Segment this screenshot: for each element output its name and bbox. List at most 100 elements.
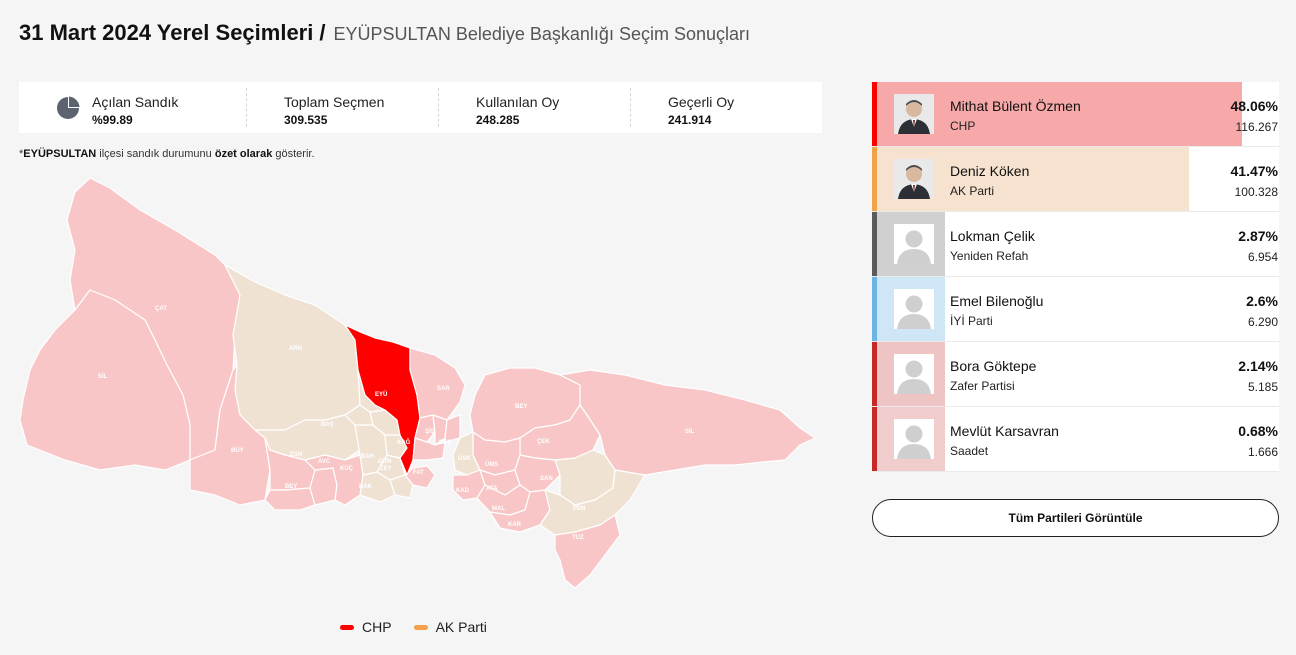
note-suffix: gösterir. — [272, 148, 315, 160]
district-kag[interactable] — [414, 414, 436, 443]
stat-opened-boxes: Açılan Sandık %99.89 — [19, 82, 246, 133]
candidate-votes: 6.290 — [1247, 315, 1278, 329]
person-placeholder-icon — [894, 289, 934, 329]
candidate-percentage: 41.47% — [1230, 163, 1278, 179]
district-label-tuz: TUZ — [572, 535, 584, 541]
candidate-party: Saadet — [950, 444, 989, 458]
district-label-kag: KAĞ — [397, 438, 411, 446]
district-pen[interactable] — [539, 469, 646, 536]
district-bey-w[interactable] — [264, 487, 316, 511]
district-label-buy: BÜY — [231, 447, 244, 454]
note-emphasis: özet olarak — [214, 148, 273, 160]
district-bes[interactable] — [444, 414, 461, 443]
election-title: 31 Mart 2024 Yerel Seçimleri — [19, 20, 314, 45]
district-label-bas: BAŞ — [321, 422, 334, 428]
party-color-stripe — [872, 277, 877, 341]
candidate-photo — [894, 159, 934, 199]
district-tuz[interactable] — [554, 514, 621, 589]
candidate-party: Yeniden Refah — [950, 249, 1029, 263]
candidate-row[interactable]: Mithat Bülent Özmen CHP 48.06% 116.267 — [872, 82, 1279, 147]
party-color-stripe — [872, 82, 877, 146]
candidate-votes: 100.328 — [1234, 185, 1278, 199]
stat-votes-cast: Kullanılan Oy 248.285 — [438, 82, 630, 133]
district-label-bes: BEŞ — [439, 440, 451, 446]
stat-label: Toplam Seçmen — [284, 94, 385, 110]
candidate-name: Mithat Bülent Özmen — [950, 98, 1081, 114]
candidate-votes: 116.267 — [1235, 120, 1279, 134]
district-label-ata: ATA — [486, 486, 498, 492]
candidate-results: Mithat Bülent Özmen CHP 48.06% 116.267 D… — [872, 82, 1279, 472]
district-label-sar: SAR — [437, 386, 450, 392]
title-separator: / — [319, 20, 326, 45]
candidate-row[interactable]: Mevlüt Karsavran Saadet 0.68% 1.666 — [872, 407, 1279, 472]
district-label-pen: PEN — [573, 506, 585, 512]
pie-chart-icon — [57, 96, 80, 119]
district-label-cek: ÇEK — [537, 439, 550, 445]
party-color-stripe — [872, 147, 877, 211]
candidate-row[interactable]: Lokman Çelik Yeniden Refah 2.87% 6.954 — [872, 212, 1279, 277]
district-label-kuc: KÜÇ — [340, 465, 354, 472]
person-placeholder-icon — [894, 354, 934, 394]
view-all-parties-button[interactable]: Tüm Partileri Görüntüle — [872, 499, 1279, 537]
district-sis[interactable] — [432, 414, 448, 446]
note-district: EYÜPSULTAN — [23, 148, 97, 160]
district-label-esn: ESN — [290, 452, 302, 458]
district-zey[interactable] — [389, 474, 414, 499]
district-label-fat: FAT — [413, 470, 424, 476]
district-sil-w[interactable] — [19, 289, 191, 471]
district-label-sil-e: SİL — [685, 428, 695, 435]
election-subtitle: EYÜPSULTAN Belediye Başkanlığı Seçim Son… — [333, 24, 750, 44]
map-legend: CHP AK Parti — [340, 619, 487, 635]
person-placeholder-icon — [894, 419, 934, 459]
district-gun[interactable] — [376, 454, 406, 481]
stat-value: 309.535 — [284, 113, 328, 127]
district-label-avc: AVC — [318, 459, 331, 465]
candidate-row[interactable]: Bora Göktepe Zafer Partisi 2.14% 5.185 — [872, 342, 1279, 407]
district-label-mal: MAL — [492, 506, 505, 512]
stats-bar: Açılan Sandık %99.89 Toplam Seçmen 309.5… — [19, 82, 822, 133]
district-avc[interactable] — [309, 467, 338, 506]
candidate-row[interactable]: Deniz Köken AK Parti 41.47% 100.328 — [872, 147, 1279, 212]
party-color-stripe — [872, 212, 877, 276]
legend-swatch — [413, 624, 428, 630]
district-label-bak: BAK — [359, 484, 373, 490]
candidate-votes: 6.954 — [1247, 250, 1278, 264]
candidate-party: İYİ Parti — [950, 314, 993, 328]
ballot-box-note: *EYÜPSULTAN ilçesi sandık durumunu özet … — [19, 148, 315, 160]
district-sar[interactable] — [409, 347, 466, 421]
district-fat[interactable] — [404, 465, 436, 489]
district-label-eyu: EYÜ — [375, 391, 387, 398]
candidate-row[interactable]: Emel Bilenoğlu İYİ Parti 2.6% 6.290 — [872, 277, 1279, 342]
candidate-photo — [894, 94, 934, 134]
district-eyu[interactable] — [344, 324, 421, 476]
page-title: 31 Mart 2024 Yerel Seçimleri / EYÜPSULTA… — [19, 20, 750, 48]
stat-total-voters: Toplam Seçmen 309.535 — [246, 82, 438, 133]
candidate-name: Bora Göktepe — [950, 358, 1037, 374]
stat-value: %99.89 — [92, 113, 133, 127]
legend-item-chp: CHP — [340, 619, 392, 635]
district-beyoglu[interactable] — [412, 437, 446, 461]
stat-label: Kullanılan Oy — [476, 94, 560, 110]
district-label-sis: ŞİŞ — [425, 428, 435, 435]
legend-swatch — [340, 624, 354, 630]
candidate-name: Mevlüt Karsavran — [950, 423, 1059, 439]
district-label-usk: ÜSK — [458, 455, 471, 462]
note-middle: ilçesi sandık durumunu — [96, 148, 215, 160]
candidate-party: Zafer Partisi — [950, 379, 1015, 393]
district-label-bah: BAH — [361, 454, 374, 460]
stat-label: Açılan Sandık — [92, 94, 179, 110]
district-label-san: SAN — [540, 476, 553, 482]
stat-label: Geçerli Oy — [668, 94, 735, 110]
legend-item-akp: AK Parti — [413, 619, 487, 635]
candidate-name: Lokman Çelik — [950, 228, 1035, 244]
district-label-cat: ÇAT — [155, 306, 167, 312]
candidate-votes: 1.666 — [1247, 445, 1278, 459]
candidate-party: CHP — [950, 119, 976, 133]
person-placeholder-icon — [894, 224, 934, 264]
stat-valid-votes: Geçerli Oy 241.914 — [630, 82, 822, 133]
legend-label: CHP — [362, 619, 392, 635]
candidate-percentage: 0.68% — [1238, 423, 1278, 439]
candidate-percentage: 2.87% — [1238, 228, 1278, 244]
district-label-kad: KAD — [456, 488, 470, 494]
candidate-name: Emel Bilenoğlu — [950, 293, 1044, 309]
